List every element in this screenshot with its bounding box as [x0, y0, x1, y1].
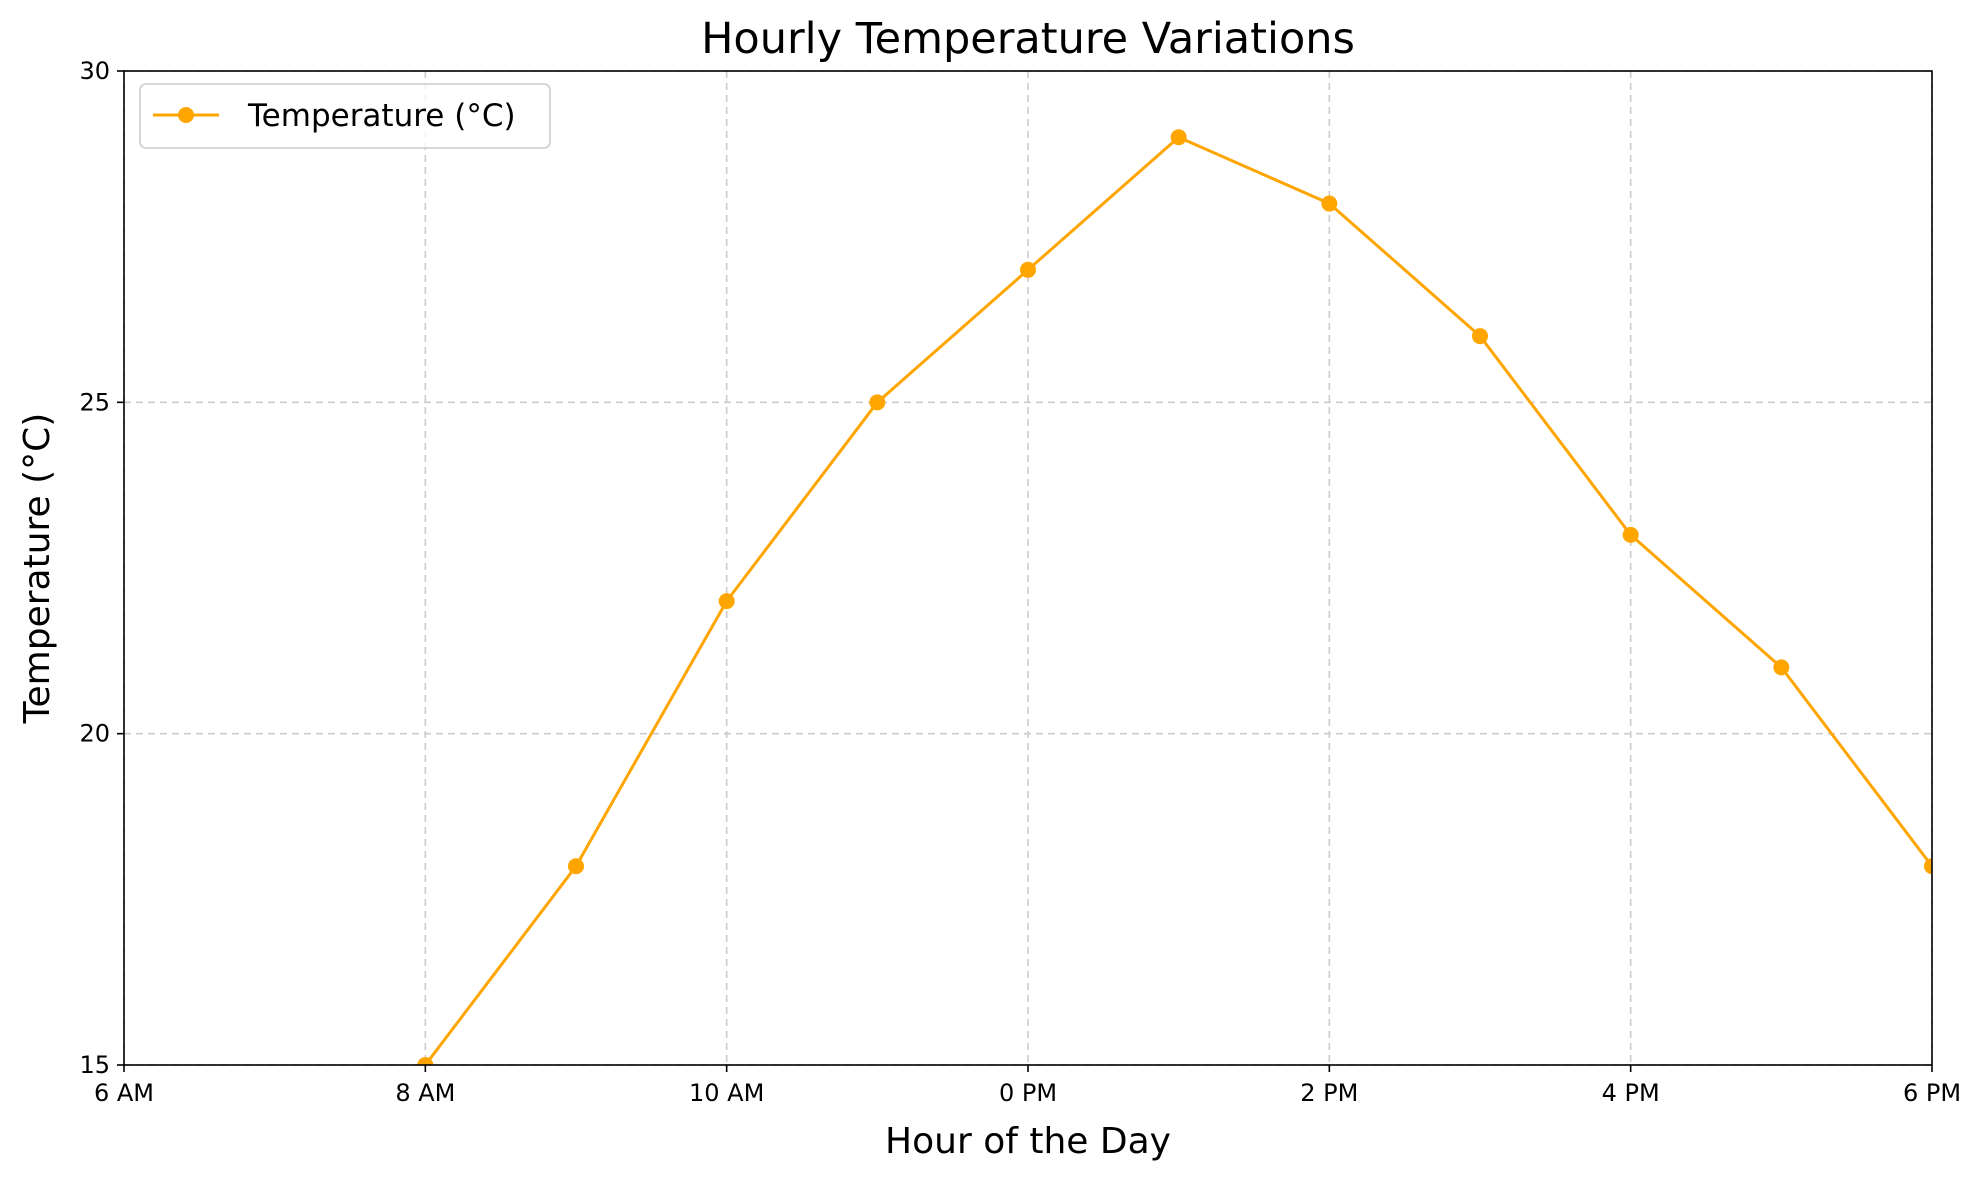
data-point — [1321, 195, 1338, 212]
data-point — [1773, 659, 1790, 676]
legend: Temperature (°C) — [139, 83, 551, 149]
data-point — [1622, 526, 1639, 543]
x-tick-label: 4 PM — [1602, 1079, 1660, 1107]
data-point — [718, 593, 735, 610]
series-line — [423, 135, 1932, 1065]
data-point — [869, 394, 886, 411]
data-point — [568, 858, 584, 875]
legend-label: Temperature (°C) — [247, 98, 516, 134]
y-tick-label: 15 — [79, 1051, 110, 1079]
x-tick-label: 10 AM — [689, 1079, 764, 1107]
data-point — [1472, 328, 1488, 345]
series-layer — [417, 129, 1932, 1065]
legend-marker-swatch — [178, 107, 194, 123]
data-point — [1020, 261, 1036, 278]
x-tick-label: 8 AM — [395, 1079, 455, 1107]
x-tick-label: 6 PM — [1903, 1079, 1961, 1107]
axis-ticks: 6 AM 8 AM 10 AM 0 PM 2 PM 4 PM 6 PM 15 20 25 30 — [79, 57, 1961, 1107]
y-tick-label: 25 — [79, 388, 110, 416]
x-tick-label: 2 PM — [1300, 1079, 1358, 1107]
legend-box — [139, 83, 551, 149]
y-axis-label: Temperature (°C) — [17, 413, 58, 725]
data-point — [417, 1057, 434, 1065]
x-tick-label: 6 AM — [94, 1079, 154, 1107]
data-point — [1170, 129, 1187, 146]
x-tick-label: 0 PM — [999, 1079, 1057, 1107]
y-tick-label: 30 — [79, 57, 110, 85]
chart-title: Hourly Temperature Variations — [701, 14, 1355, 64]
data-point — [1924, 858, 1932, 875]
x-axis-label: Hour of the Day — [885, 1121, 1171, 1162]
y-tick-label: 20 — [79, 720, 110, 748]
